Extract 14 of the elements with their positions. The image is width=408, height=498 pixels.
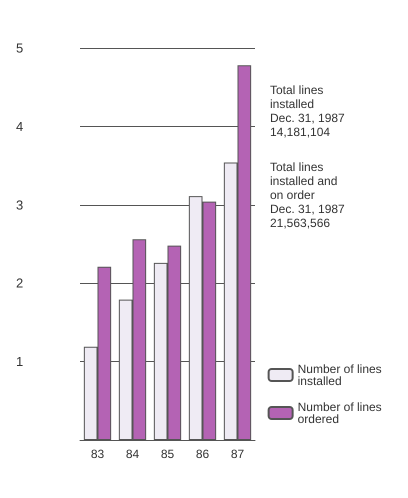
x-tick-label: 83	[90, 447, 104, 461]
x-tick-label: 87	[230, 447, 244, 461]
y-tick-label: 4	[16, 118, 24, 134]
legend-label: Number of lines installed	[298, 362, 386, 388]
x-tick-label: 84	[126, 447, 140, 461]
y-tick-label: 3	[16, 197, 24, 212]
x-tick-label: 86	[196, 447, 210, 461]
text: Total lines installed Dec. 31, 1987 14,181,104	[270, 83, 346, 139]
y-tick-label: 2	[16, 276, 24, 291]
x-tick-label: 85	[160, 447, 174, 461]
y-tick-label: 1	[16, 354, 24, 370]
y-tick-label: 5	[16, 40, 24, 56]
text: Total lines installed and on order Dec. 31, 1987 21,563,566	[270, 160, 346, 230]
legend-label: Number of lines ordered	[298, 400, 386, 426]
